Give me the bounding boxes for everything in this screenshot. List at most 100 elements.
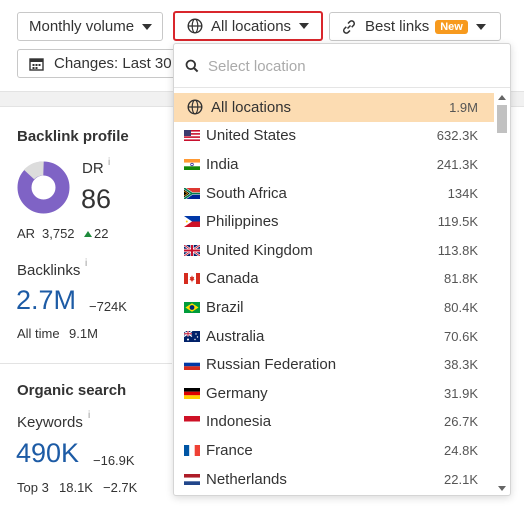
location-name: All locations [211,98,292,116]
section-divider [0,363,172,364]
location-option[interactable]: Brazil 80.4K [174,293,494,322]
location-option[interactable]: France 24.8K [174,436,494,465]
dropdown-scrollbar[interactable] [495,93,509,493]
location-name: Philippines [206,213,279,231]
keywords-label: Keywords [17,414,83,431]
flag-icon [184,473,200,485]
dr-value: 86 [81,184,112,214]
chevron-down-icon [475,23,486,30]
location-name: France [206,441,253,459]
scroll-up-arrow-icon[interactable] [498,95,506,100]
location-count: 134K [447,185,478,201]
flag-icon [184,301,200,313]
backlinks-value[interactable]: 2.7M [16,285,77,315]
location-name: India [206,155,239,173]
flag-icon [184,273,200,285]
location-count: 241.3K [436,156,478,172]
location-option[interactable]: India 241.3K [174,150,494,179]
location-search-input[interactable] [208,54,488,78]
flag-icon [184,444,200,456]
location-count: 38.3K [444,357,478,373]
new-badge: New [435,19,468,34]
best-links-dropdown[interactable]: Best links New [329,12,501,41]
location-count: 1.9M [449,99,478,115]
location-option[interactable]: All locations 1.9M [174,93,494,122]
flag-icon [184,244,200,256]
location-name: Australia [206,327,265,345]
monthly-volume-label: Monthly volume [29,18,135,35]
location-option[interactable]: South Africa 134K [174,179,494,208]
monthly-volume-dropdown[interactable]: Monthly volume [17,12,163,41]
flag-icon [184,216,200,228]
ar-label: AR [17,226,36,241]
location-count: 22.1K [444,471,478,487]
flag-icon [184,187,200,199]
chevron-down-icon [142,23,153,30]
keywords-change: −16.9K [93,453,135,468]
location-count: 119.5K [437,214,478,230]
location-count: 632.3K [436,128,478,144]
locations-dropdown[interactable]: All locations [173,11,323,41]
changes-label: Changes: Last 30 [54,55,172,72]
info-icon[interactable]: i [88,410,91,421]
flag-icon [184,416,200,428]
flag-icon [184,359,200,371]
location-count: 31.9K [444,385,478,401]
best-links-label: Best links [365,18,430,35]
location-count: 26.7K [444,414,478,430]
location-name: Germany [206,384,268,402]
scrollbar-thumb[interactable] [497,105,507,133]
location-count: 24.8K [444,442,478,458]
info-icon[interactable]: i [108,157,111,168]
flag-icon [184,130,200,142]
ar-change-value: 22 [94,226,109,241]
location-name: Brazil [206,298,244,316]
all-time-label: All time [17,326,60,341]
location-name: Canada [206,270,259,288]
ar-change: 22 [84,226,108,241]
flag-icon [184,158,200,170]
locations-dropdown-menu: All locations 1.9M United States 632.3K Indi… [173,43,511,496]
arrow-up-icon [84,231,92,237]
flag-icon [184,387,200,399]
location-name: United Kingdom [206,241,313,259]
location-name: Netherlands [206,470,287,488]
scroll-down-arrow-icon[interactable] [498,486,506,491]
location-option[interactable]: Australia 70.6K [174,322,494,351]
flag-icon [184,330,200,342]
location-count: 113.8K [437,242,478,258]
backlinks-label: Backlinks [17,262,81,279]
globe-icon [187,99,203,115]
location-option[interactable]: United Kingdom 113.8K [174,236,494,265]
keywords-value[interactable]: 490K [16,438,80,468]
location-list: All locations 1.9M United States 632.3K Indi… [174,93,494,493]
search-icon [185,59,199,78]
location-option[interactable]: Germany 31.9K [174,379,494,408]
location-name: South Africa [206,184,287,202]
location-option[interactable]: Philippines 119.5K [174,207,494,236]
backlink-profile-title: Backlink profile [17,128,129,145]
location-option[interactable]: Canada 81.8K [174,265,494,294]
top3-value[interactable]: 18.1K [59,480,93,495]
top3-change: −2.7K [103,480,138,495]
ar-value[interactable]: 3,752 [42,226,75,241]
location-option[interactable]: United States 632.3K [174,122,494,151]
link-icon [341,19,357,35]
chevron-down-icon [299,23,310,29]
location-name: United States [206,127,297,145]
locations-label: All locations [211,17,292,35]
location-option[interactable]: Netherlands 22.1K [174,465,494,494]
location-count: 70.6K [444,328,478,344]
globe-icon [187,18,203,34]
location-name: Russian Federation [206,356,337,374]
top3-label: Top 3 [17,480,49,495]
all-time-value: 9.1M [69,326,98,341]
location-count: 81.8K [444,271,478,287]
location-option[interactable]: Russian Federation 38.3K [174,350,494,379]
location-name: Indonesia [206,413,272,431]
dr-label: DR [82,160,104,177]
info-icon[interactable]: i [85,258,88,269]
dr-donut-chart [17,161,70,214]
changes-period-dropdown[interactable]: Changes: Last 30 [17,49,187,78]
location-option[interactable]: Indonesia 26.7K [174,408,494,437]
